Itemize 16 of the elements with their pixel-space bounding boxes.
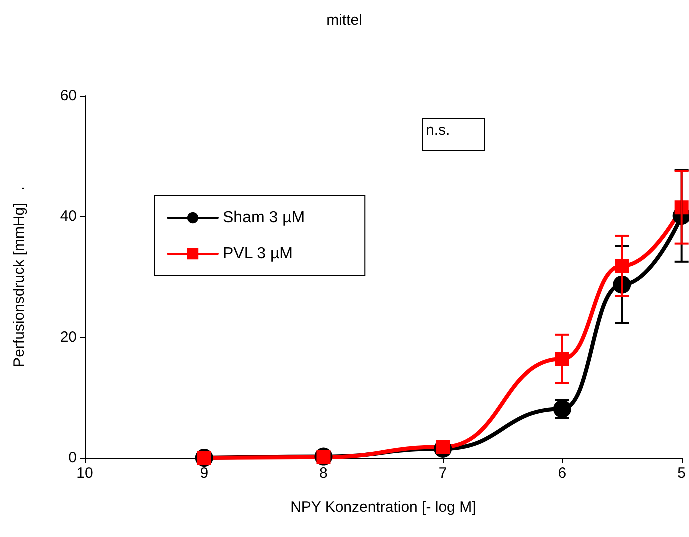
legend-label: PVL 3 µM	[223, 246, 293, 262]
x-tick-label: 7	[438, 465, 448, 482]
annotation: n.s.	[426, 122, 450, 139]
x-tick-label: 6	[558, 465, 567, 482]
x-tick-label: 10	[76, 465, 94, 482]
y-tick-label: 40	[60, 208, 77, 226]
y-tick-label: 60	[60, 88, 77, 104]
legend-label: Sham 3 µM	[223, 210, 306, 226]
x-tick-label: 5	[678, 465, 686, 482]
x-tick-label: 9	[200, 465, 209, 482]
x-axis-title: NPY Konzentration [- log M]	[290, 499, 476, 516]
chart-title: mittel	[326, 12, 362, 29]
y-axis-title: Perfusionsdruck [mmHg] .	[11, 186, 28, 368]
y-tick-label: 20	[60, 328, 77, 346]
y-tick-label: 0	[68, 450, 77, 466]
x-tick-label: 8	[320, 465, 328, 482]
